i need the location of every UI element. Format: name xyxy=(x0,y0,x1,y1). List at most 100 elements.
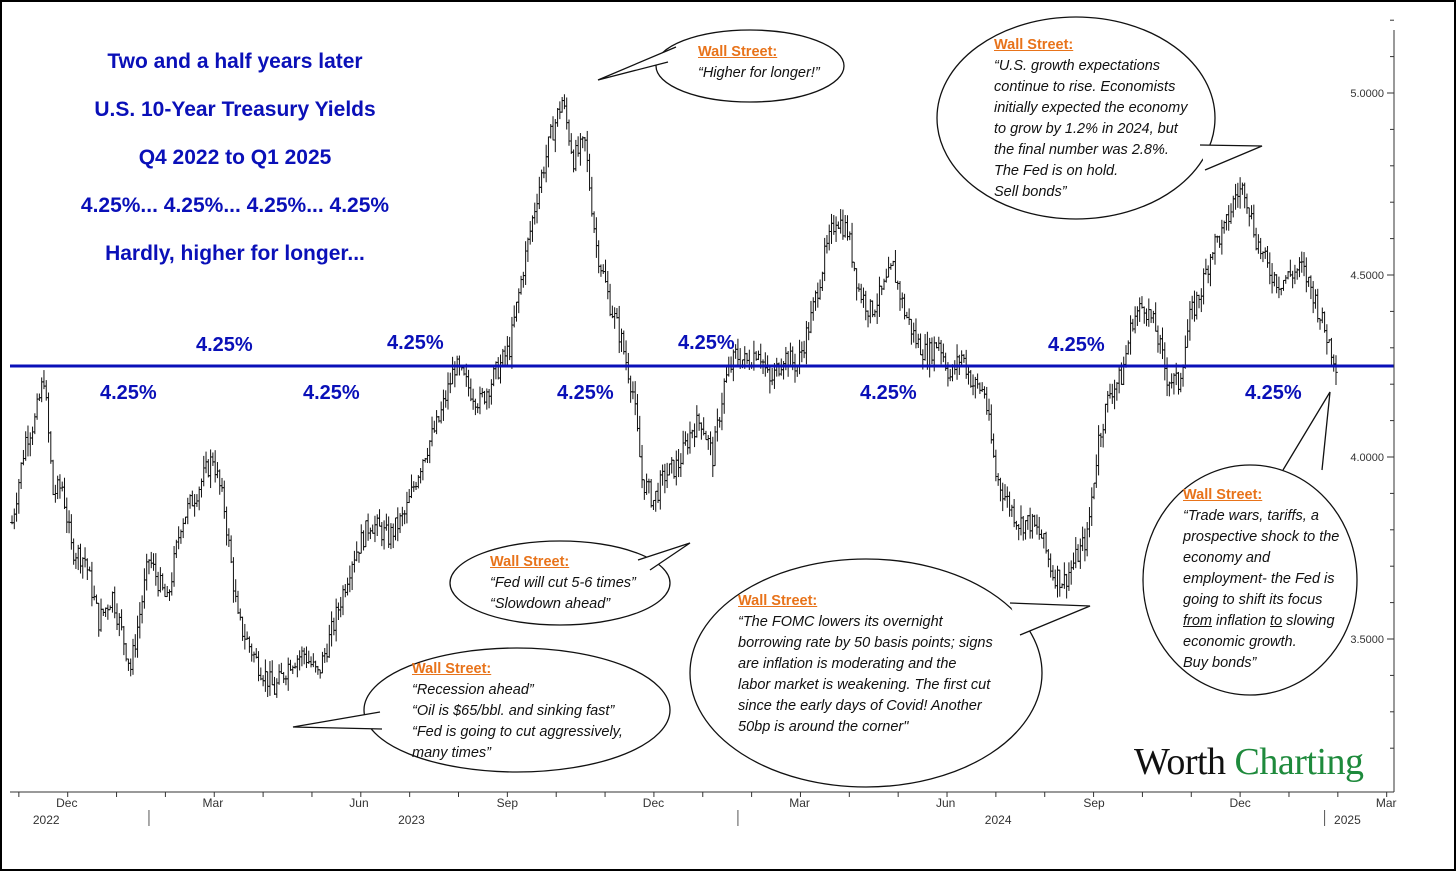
price-bar xyxy=(144,553,149,591)
price-bar xyxy=(263,659,268,692)
price-bar xyxy=(1160,327,1165,360)
price-bar xyxy=(756,350,761,361)
price-bar xyxy=(427,440,432,464)
title-line-2: U.S. 10-Year Treasury Yields xyxy=(94,98,376,121)
price-bar xyxy=(811,297,816,321)
price-bar xyxy=(1037,516,1042,540)
price-bar xyxy=(1304,257,1309,293)
price-bar xyxy=(375,514,380,537)
level-label: 4.25% xyxy=(196,334,253,356)
price-bar xyxy=(220,477,224,492)
price-bar xyxy=(1140,296,1144,309)
price-bar xyxy=(55,475,60,500)
worth-charting-logo: Worth Charting xyxy=(1134,740,1364,784)
price-bar xyxy=(80,557,85,579)
x-tick-label: Mar xyxy=(789,796,810,810)
bubble-recession xyxy=(292,647,671,773)
price-bar xyxy=(446,372,450,410)
price-bar xyxy=(918,333,923,356)
callout-trade-wars: Wall Street: “Trade wars, tariffs, a pro… xyxy=(1183,485,1339,674)
price-bar xyxy=(544,144,548,183)
price-bar xyxy=(430,416,434,447)
price-bar xyxy=(512,305,517,328)
price-bar xyxy=(236,590,240,614)
price-bar xyxy=(69,514,74,550)
callout-header: Wall Street: xyxy=(412,661,492,677)
price-bar xyxy=(382,520,386,550)
price-bar xyxy=(316,665,320,675)
price-bar xyxy=(679,453,683,477)
price-bar xyxy=(71,538,76,565)
price-bar xyxy=(647,478,651,494)
level-label: 4.25% xyxy=(100,382,157,404)
price-bar xyxy=(256,651,261,682)
price-bar xyxy=(336,602,341,621)
price-bar xyxy=(806,322,811,341)
price-bar xyxy=(434,410,439,435)
price-bar xyxy=(400,506,405,527)
callout-line: “The FOMC lowers its overnight xyxy=(738,614,943,630)
price-bar xyxy=(489,379,494,405)
bubble-growth xyxy=(936,16,1263,220)
price-bar xyxy=(350,561,354,591)
price-bar xyxy=(311,653,316,668)
price-bar xyxy=(788,342,793,368)
price-bar xyxy=(722,378,727,414)
price-bar xyxy=(154,553,158,586)
price-bar xyxy=(279,662,284,675)
price-bar xyxy=(243,623,247,650)
price-bar xyxy=(62,477,67,510)
price-bar xyxy=(284,675,288,686)
price-bar xyxy=(1245,193,1249,214)
price-bar xyxy=(820,271,825,291)
bubble-higher-for-longer xyxy=(597,29,845,103)
price-bar xyxy=(1320,307,1325,324)
price-bar xyxy=(1261,251,1265,263)
price-bar xyxy=(1105,390,1110,413)
price-bar xyxy=(334,598,338,642)
price-bar xyxy=(937,336,941,351)
price-bar xyxy=(1117,367,1121,394)
price-bar xyxy=(213,450,217,483)
price-bar xyxy=(126,658,131,671)
price-bar xyxy=(85,558,90,581)
price-bar xyxy=(288,659,293,671)
mid-word: inflation xyxy=(1212,613,1271,629)
price-bar xyxy=(1272,271,1277,287)
level-label: 4.25% xyxy=(303,382,360,404)
price-bar xyxy=(1247,207,1252,227)
price-bar xyxy=(437,416,441,423)
price-bar xyxy=(1048,553,1053,578)
x-axis: Dec Mar Jun Sep Dec Mar Jun Sep Dec Mar 2022 2023 20… xyxy=(10,791,1397,827)
price-bar xyxy=(925,331,930,370)
price-bar xyxy=(318,669,322,679)
price-bar xyxy=(469,378,473,402)
price-bar xyxy=(204,451,208,474)
price-bar xyxy=(816,282,820,308)
price-bar xyxy=(450,356,455,385)
price-bar xyxy=(526,237,530,262)
price-bar xyxy=(94,594,99,604)
price-bar xyxy=(1183,335,1188,369)
callout-line: to grow by 1.2% in 2024, but xyxy=(994,121,1178,137)
price-bar xyxy=(1094,454,1099,488)
price-bar xyxy=(28,432,33,457)
price-bar xyxy=(1220,219,1224,255)
price-bar xyxy=(1030,513,1035,539)
price-bar xyxy=(361,530,366,551)
price-bar xyxy=(1254,227,1258,251)
price-bar xyxy=(165,586,170,598)
price-bar xyxy=(293,662,297,669)
price-bar xyxy=(590,176,594,217)
price-bar xyxy=(612,307,617,329)
price-bar xyxy=(211,452,215,466)
price-bar xyxy=(660,464,665,486)
price-bar xyxy=(1128,315,1133,355)
price-bar xyxy=(74,552,78,569)
price-bar xyxy=(651,499,656,511)
price-bar xyxy=(1103,403,1108,434)
callout-bubbles xyxy=(292,16,1358,788)
price-bar xyxy=(1270,263,1274,294)
price-bar xyxy=(1021,515,1026,541)
price-bar xyxy=(395,507,400,542)
